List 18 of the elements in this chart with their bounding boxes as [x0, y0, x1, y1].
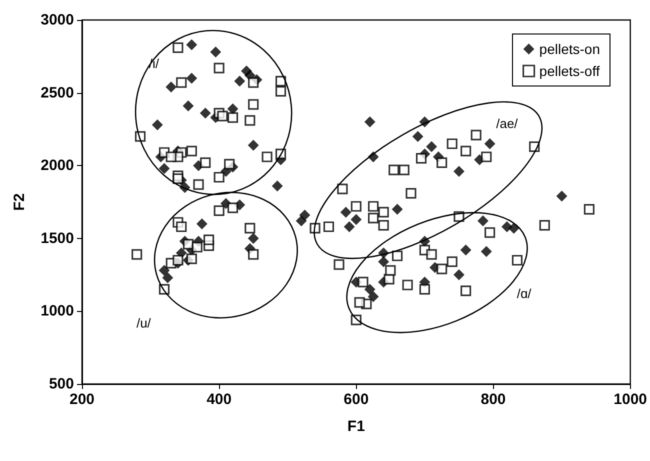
y-tick-label: 2000 [40, 157, 74, 174]
annotation: /ɑ/ [516, 286, 532, 302]
annotation: /ae/ [496, 116, 518, 131]
x-tick-label: 600 [344, 391, 369, 408]
x-axis-title: F1 [347, 418, 365, 435]
legend-label: pellets-on [539, 41, 600, 57]
x-tick-label: 800 [480, 391, 506, 408]
annotation: /u/ [136, 315, 152, 330]
legend-label: pellets-off [539, 63, 600, 79]
x-tick-label: 1000 [614, 391, 648, 408]
y-tick-label: 1500 [40, 230, 74, 247]
y-tick-label: 500 [48, 376, 74, 392]
y-tick-label: 2500 [40, 84, 74, 102]
y-axis-title: F2 [11, 193, 28, 211]
y-tick-label: 1000 [40, 302, 74, 320]
x-tick-label: 200 [69, 391, 95, 408]
y-tick-label: 3000 [40, 12, 74, 28]
x-tick-label: 400 [206, 391, 232, 408]
